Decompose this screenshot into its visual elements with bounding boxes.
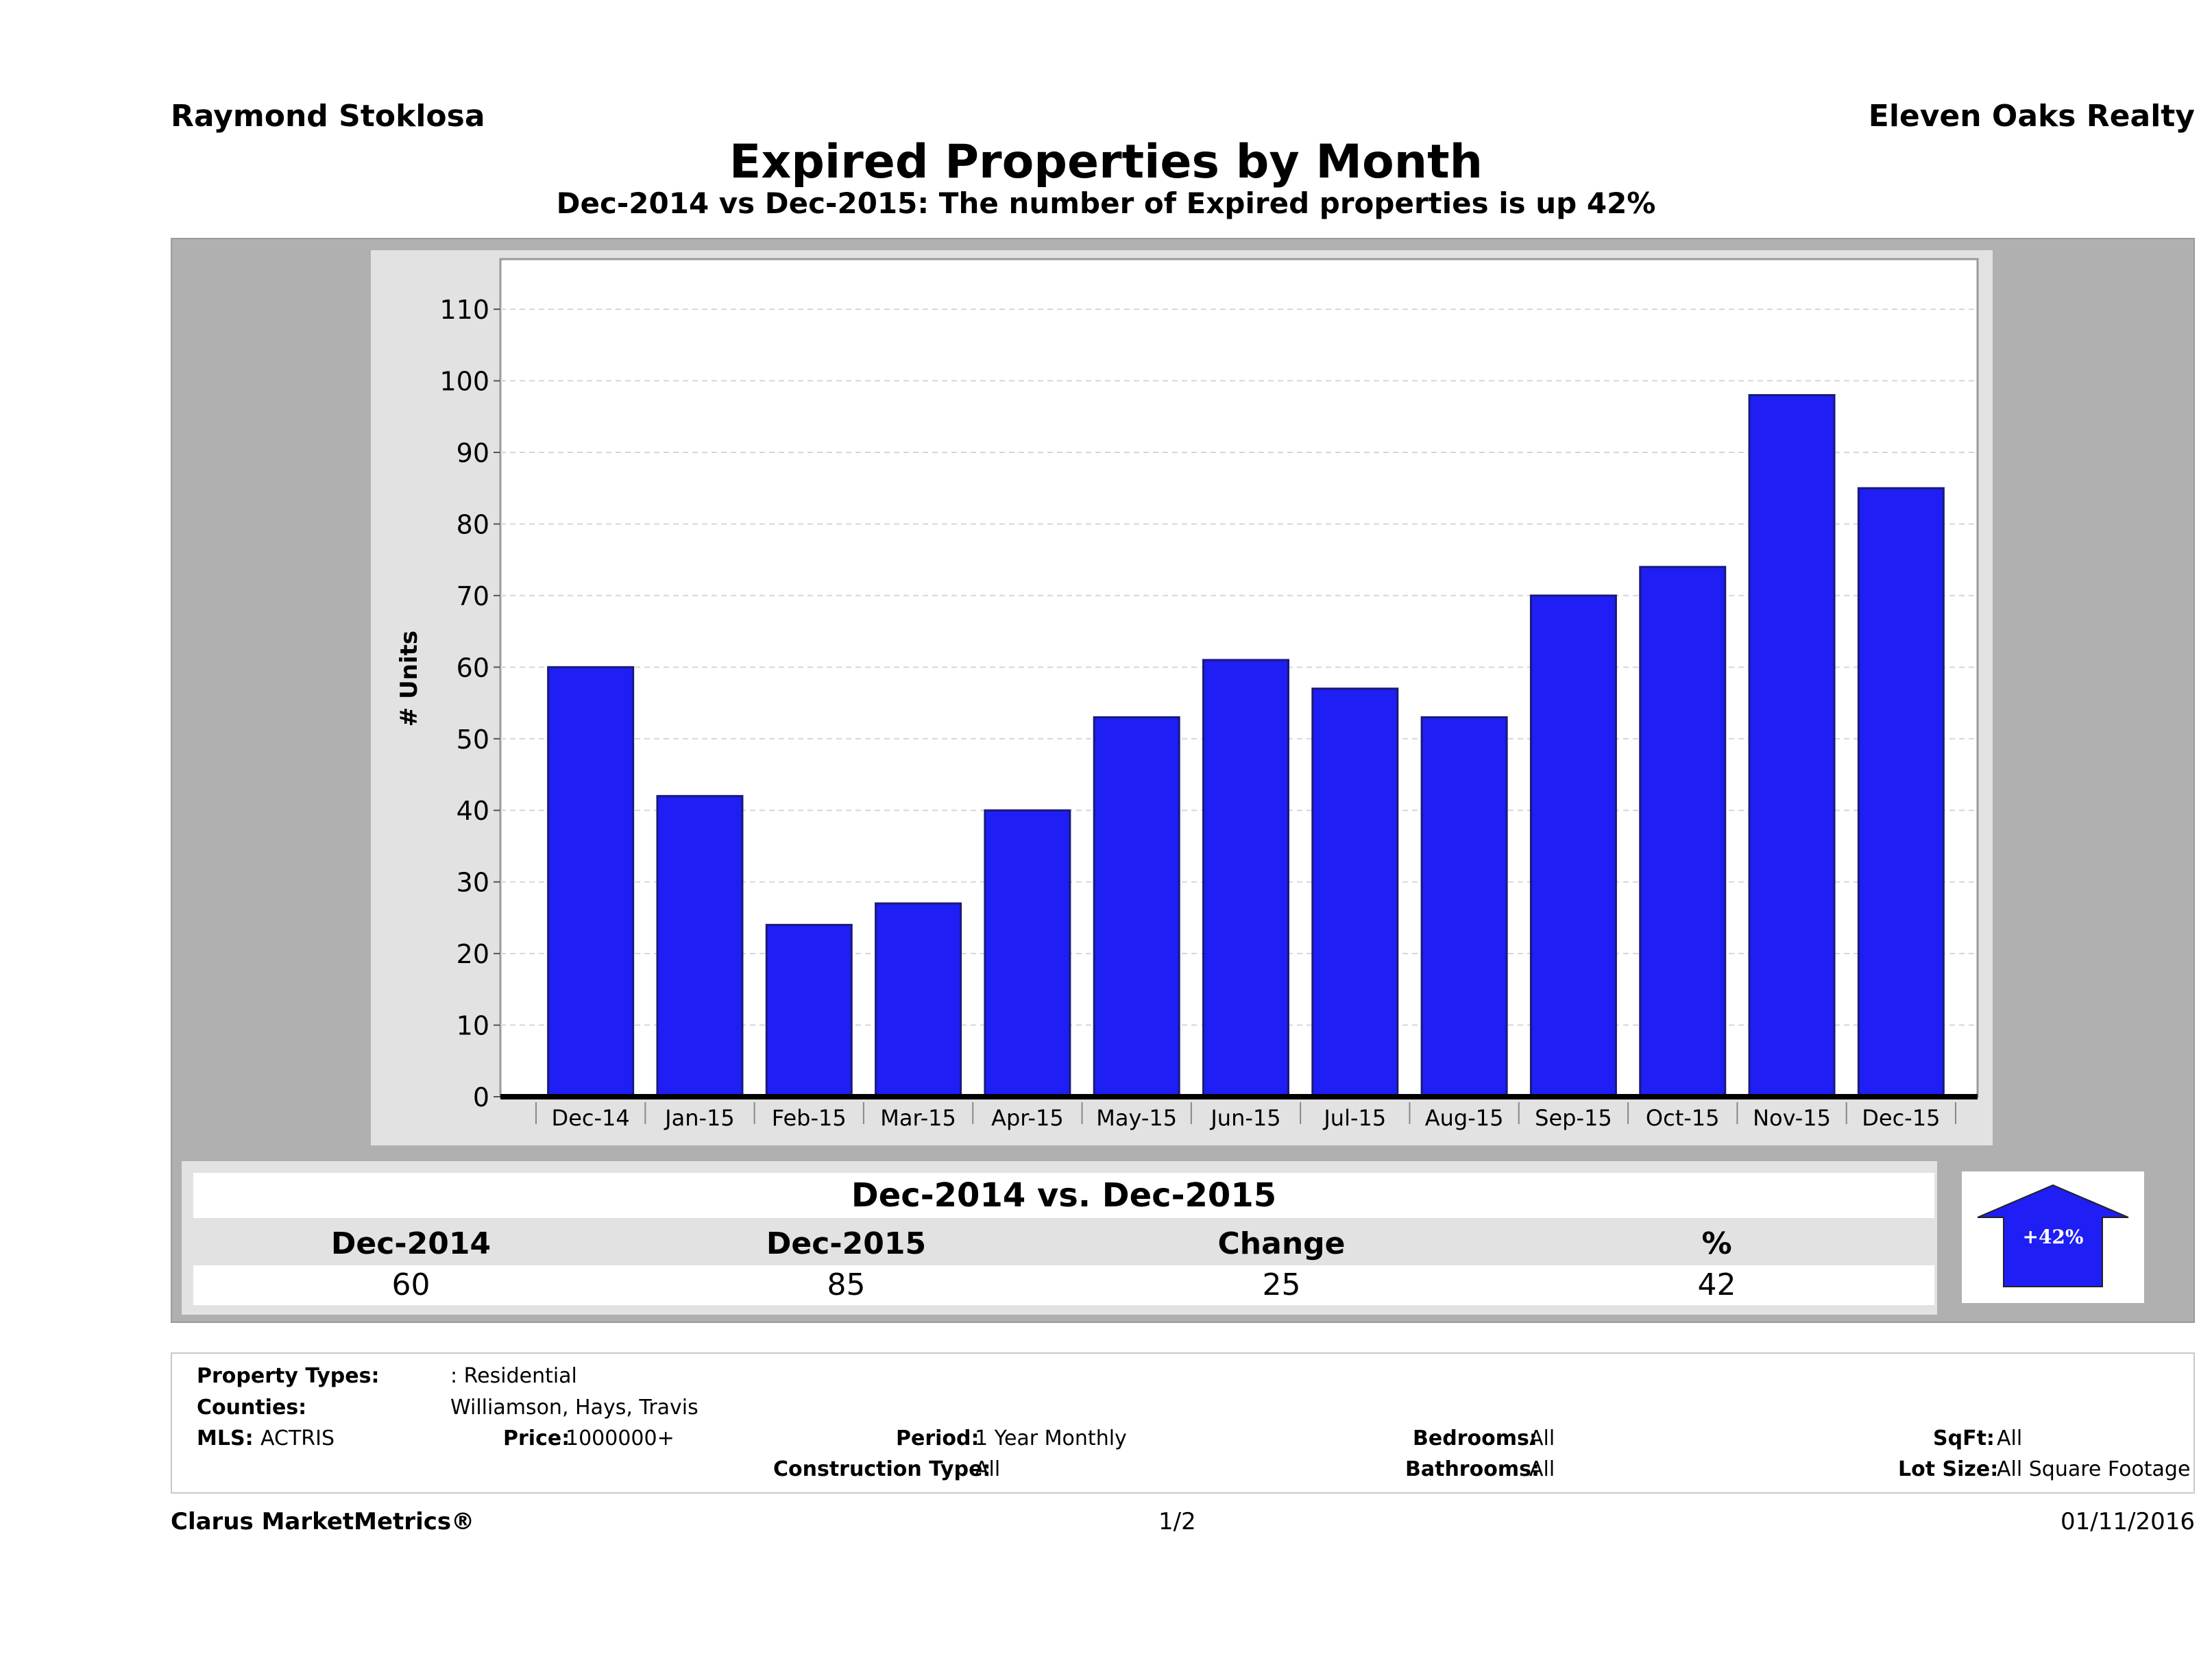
chart-subtitle: Dec-2014 vs Dec-2015: The number of Expi… bbox=[556, 186, 1656, 220]
value-percent: 42 bbox=[1697, 1267, 1736, 1302]
bathrooms-value: All bbox=[1529, 1457, 1555, 1481]
y-tick-label: 100 bbox=[439, 367, 489, 397]
bars bbox=[547, 393, 1945, 1098]
bedrooms-label: Bedrooms: bbox=[1413, 1426, 1538, 1450]
filters-box bbox=[171, 1352, 2195, 1494]
bar-feb-15 bbox=[765, 923, 853, 1098]
comparison-title: Dec-2014 vs. Dec-2015 bbox=[193, 1173, 1934, 1218]
x-tick-label: Jan-15 bbox=[664, 1105, 735, 1131]
bedrooms-value: All bbox=[1529, 1426, 1555, 1450]
construction-type-label: Construction Type: bbox=[773, 1457, 991, 1481]
bar-dec-14 bbox=[547, 666, 635, 1098]
y-tick-label: 30 bbox=[457, 868, 489, 898]
x-tick-label: Dec-14 bbox=[552, 1105, 630, 1131]
value-change: 25 bbox=[1262, 1267, 1301, 1302]
y-axis-label: # Units bbox=[396, 631, 423, 727]
chart-title: Expired Properties by Month bbox=[729, 135, 1483, 189]
bar-aug-15 bbox=[1420, 716, 1508, 1098]
price-value: 1000000+ bbox=[566, 1426, 674, 1450]
bar-jan-15 bbox=[656, 794, 744, 1098]
x-tick-label: Apr-15 bbox=[991, 1105, 1064, 1131]
mls-label: MLS: bbox=[197, 1426, 254, 1450]
x-tick-label: Dec-15 bbox=[1862, 1105, 1940, 1131]
y-tick-label: 50 bbox=[457, 725, 489, 755]
bar-jul-15 bbox=[1311, 688, 1399, 1098]
lot-size-value: All Square Footage bbox=[1997, 1457, 2191, 1481]
lot-size-label: Lot Size: bbox=[1898, 1457, 1999, 1481]
x-tick-label: Feb-15 bbox=[772, 1105, 847, 1131]
company-name: Eleven Oaks Realty bbox=[1868, 99, 2195, 134]
x-tick-label: Jul-15 bbox=[1322, 1105, 1386, 1131]
y-tick-label: 10 bbox=[457, 1011, 489, 1041]
header-dec-2015: Dec-2015 bbox=[766, 1226, 927, 1261]
agent-name: Raymond Stoklosa bbox=[171, 99, 485, 134]
bar-chart: 0 10 20 30 40 50 60 70 80 90 100 110 Dec-14 Jan-15 Fe… bbox=[396, 258, 1979, 1131]
counties-label: Counties: bbox=[197, 1396, 307, 1420]
sqft-label: SqFt: bbox=[1933, 1426, 1995, 1450]
x-tick-label: Oct-15 bbox=[1646, 1105, 1720, 1131]
y-tick-label: 90 bbox=[457, 438, 489, 468]
trend-badge: +42% bbox=[1962, 1171, 2144, 1303]
x-tick-label: May-15 bbox=[1096, 1105, 1177, 1131]
value-dec-2015: 85 bbox=[827, 1267, 866, 1302]
counties-value: Williamson, Hays, Travis bbox=[450, 1396, 698, 1420]
trend-badge-label: +42% bbox=[2022, 1226, 2083, 1248]
x-tick-label: Jun-15 bbox=[1209, 1105, 1280, 1131]
header-change: Change bbox=[1217, 1226, 1346, 1261]
bar-jun-15 bbox=[1202, 659, 1289, 1098]
value-dec-2014: 60 bbox=[391, 1267, 430, 1302]
price-label: Price: bbox=[503, 1426, 570, 1450]
property-types-label: Property Types: bbox=[197, 1364, 380, 1388]
y-tick-label: 40 bbox=[457, 796, 489, 826]
bar-nov-15 bbox=[1748, 393, 1836, 1098]
comparison-header-row: Dec-2014 Dec-2015 Change % bbox=[193, 1224, 1934, 1264]
bar-dec-15 bbox=[1857, 487, 1945, 1098]
mls-value: ACTRIS bbox=[260, 1426, 335, 1450]
x-tick-label: Sep-15 bbox=[1535, 1105, 1612, 1131]
header-percent: % bbox=[1701, 1226, 1732, 1261]
x-tick-label: Mar-15 bbox=[880, 1105, 956, 1131]
bar-oct-15 bbox=[1639, 566, 1727, 1098]
y-tick-label: 20 bbox=[457, 939, 489, 969]
y-axis-ticks: 0 10 20 30 40 50 60 70 80 90 100 110 bbox=[439, 295, 500, 1112]
bar-apr-15 bbox=[984, 809, 1071, 1098]
footer-brand: Clarus MarketMetrics® bbox=[171, 1508, 475, 1535]
y-tick-label: 70 bbox=[457, 581, 489, 611]
x-axis-ticks: Dec-14 Jan-15 Feb-15 Mar-15 Apr-15 May-15 Jun-… bbox=[535, 1102, 1956, 1131]
comparison-value-row: 60 85 25 42 bbox=[193, 1265, 1934, 1305]
property-types-value: : Residential bbox=[450, 1364, 577, 1388]
x-tick-label: Aug-15 bbox=[1425, 1105, 1504, 1131]
bar-sep-15 bbox=[1529, 594, 1617, 1098]
y-tick-label: 80 bbox=[457, 509, 489, 539]
period-value: 1 Year Monthly bbox=[975, 1426, 1127, 1450]
header-dec-2014: Dec-2014 bbox=[330, 1226, 491, 1261]
y-tick-label: 60 bbox=[457, 653, 489, 683]
construction-type-value: All bbox=[975, 1457, 1001, 1481]
gridlines bbox=[500, 308, 1978, 1026]
x-tick-label: Nov-15 bbox=[1753, 1105, 1831, 1131]
bar-may-15 bbox=[1093, 716, 1180, 1098]
y-tick-label: 0 bbox=[473, 1082, 489, 1112]
period-label: Period: bbox=[896, 1426, 980, 1450]
sqft-value: All bbox=[1997, 1426, 2023, 1450]
bar-mar-15 bbox=[875, 902, 962, 1098]
up-arrow-icon: +42% bbox=[1977, 1184, 2129, 1287]
footer-page-number: 1/2 bbox=[1158, 1508, 1196, 1535]
footer-date: 01/11/2016 bbox=[2061, 1508, 2195, 1535]
y-tick-label: 110 bbox=[439, 295, 489, 325]
bathrooms-label: Bathrooms: bbox=[1405, 1457, 1540, 1481]
